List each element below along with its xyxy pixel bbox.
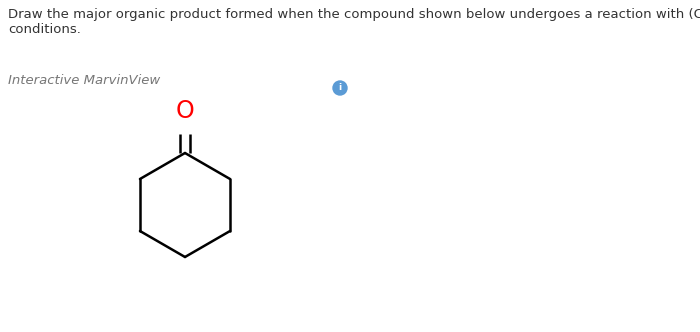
Text: Interactive MarvinView: Interactive MarvinView xyxy=(8,74,160,87)
Text: Draw the major organic product formed when the compound shown below undergoes a : Draw the major organic product formed wh… xyxy=(8,8,700,36)
Text: i: i xyxy=(338,84,342,93)
Circle shape xyxy=(333,81,347,95)
Text: O: O xyxy=(176,99,195,123)
